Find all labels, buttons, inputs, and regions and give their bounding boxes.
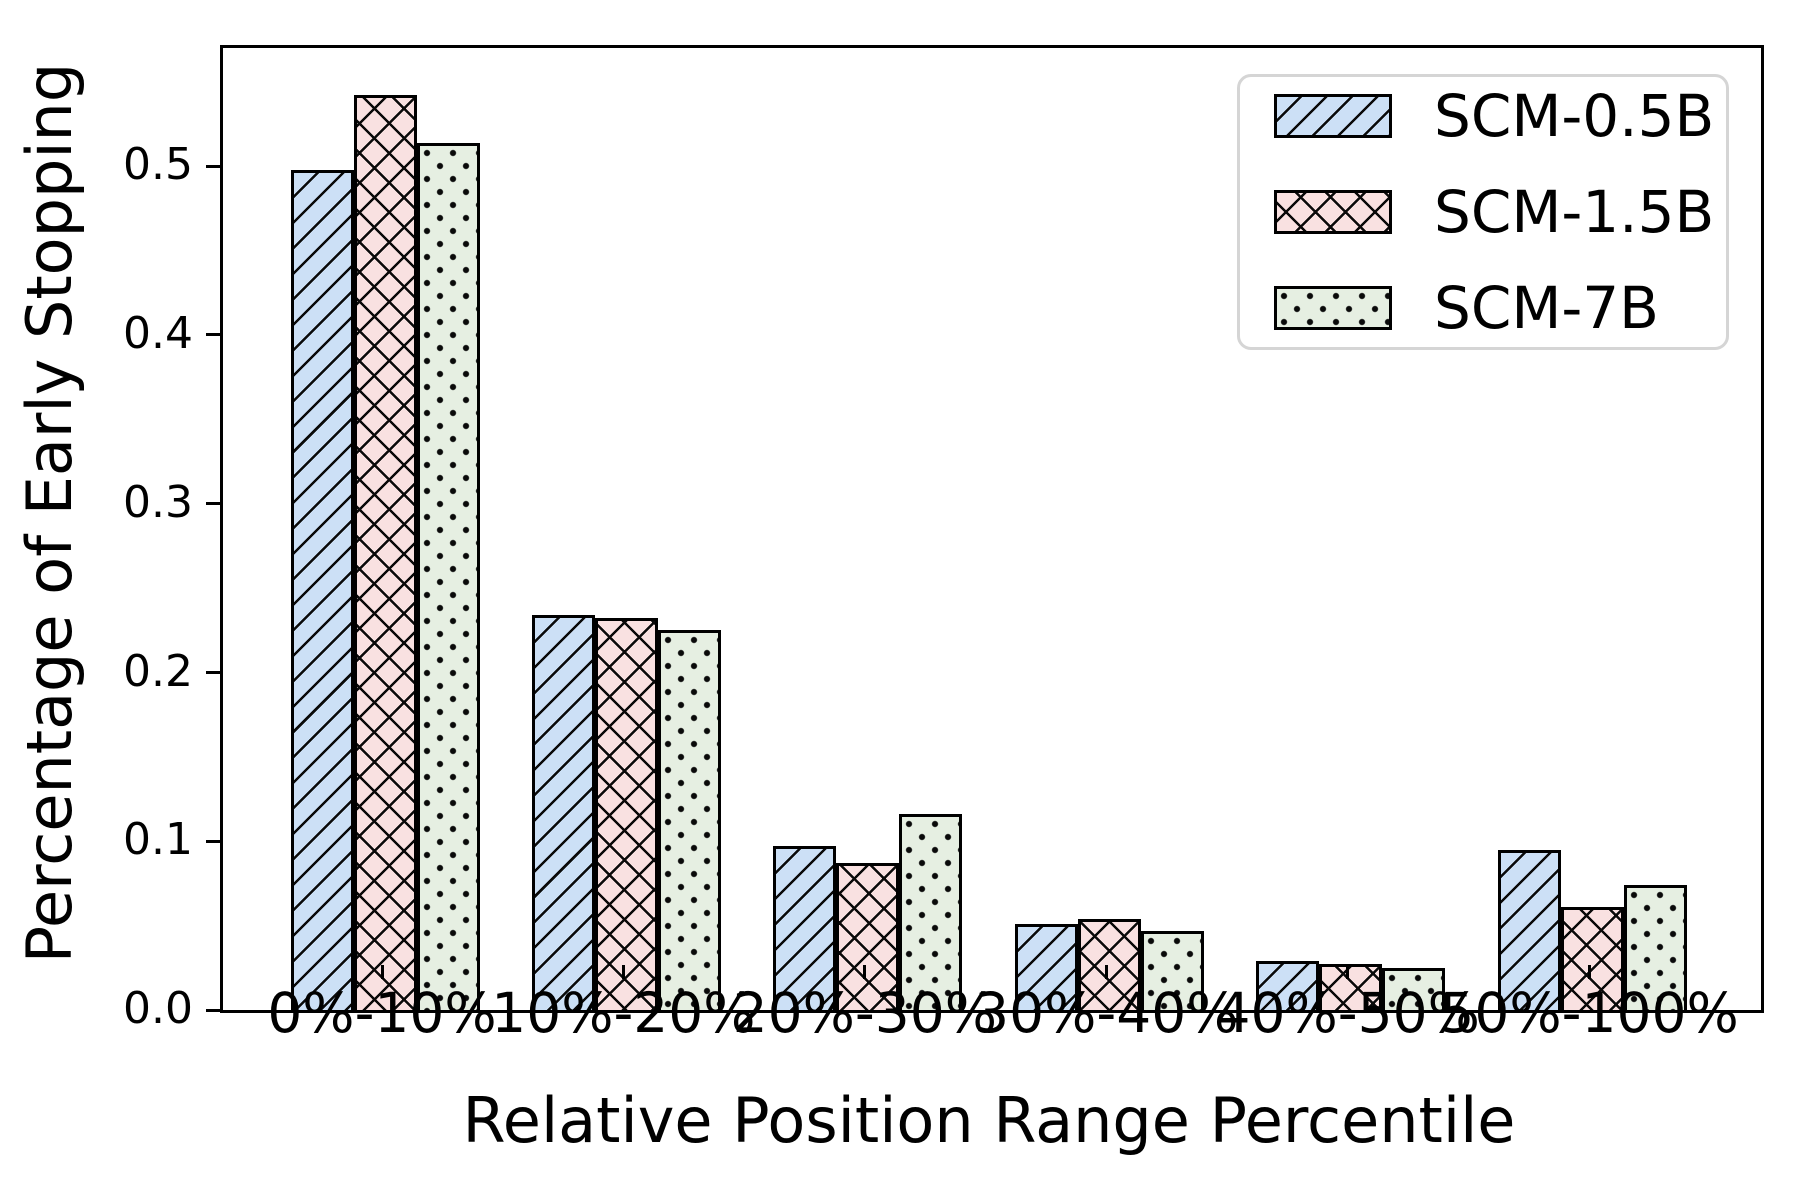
plot-area: SCM-0.5B SCM-1.5B SCM-7B 0.0 0.1 0.2 0.3 0.4…: [123, 45, 1764, 1031]
legend: SCM-0.5B SCM-1.5B SCM-7B: [1237, 74, 1729, 350]
bar-SCM-0.5B-50%-100%: [1497, 849, 1561, 1010]
bar-SCM-0.5B-0%-10%: [290, 169, 354, 1010]
bar-SCM-1.5B-10%-20%: [594, 618, 658, 1010]
bar-SCM-0.5B-10%-20%: [531, 615, 595, 1010]
x-axis-tick-label: 10%-20%: [491, 981, 756, 1045]
x-axis-tick-label: 40%-50%: [1215, 981, 1480, 1045]
legend-swatch-dot-icon: [1274, 286, 1392, 330]
legend-entry-scm-7b: SCM-7B: [1274, 279, 1726, 337]
y-axis-tick-label: 0.1: [123, 814, 193, 866]
x-axis-tick: [863, 965, 867, 979]
bar-SCM-0.5B-20%-30%: [773, 846, 837, 1010]
bar-SCM-7B-30%-40%: [1140, 930, 1204, 1010]
x-axis-tick: [1346, 965, 1350, 979]
bar-SCM-7B-20%-30%: [899, 814, 963, 1010]
bar-SCM-7B-50%-100%: [1623, 885, 1687, 1010]
legend-label: SCM-7B: [1434, 274, 1659, 342]
x-axis-tick: [1587, 965, 1591, 979]
y-axis-tick: [206, 164, 220, 168]
y-axis-tick: [206, 502, 220, 506]
y-axis-tick: [206, 333, 220, 337]
y-axis-tick-label: 0.0: [123, 983, 193, 1034]
y-axis-tick-label: 0.3: [123, 476, 193, 528]
bar-SCM-1.5B-20%-30%: [836, 863, 900, 1010]
y-axis-tick: [206, 671, 220, 674]
y-axis-tick-label: 0.4: [123, 307, 193, 359]
legend-entry-scm-1.5b: SCM-1.5B: [1274, 183, 1726, 241]
x-axis-tick-label: 50%-100%: [1439, 981, 1739, 1045]
legend-label: SCM-1.5B: [1434, 178, 1715, 246]
legend-swatch-diagonal-icon: [1274, 94, 1392, 138]
y-axis-tick-label: 0.2: [123, 645, 193, 697]
y-axis-tick: [206, 1008, 220, 1012]
legend-entry-scm-0.5b: SCM-0.5B: [1274, 87, 1726, 145]
y-axis-tick-label: 0.5: [123, 139, 193, 191]
x-axis-tick: [1104, 965, 1108, 979]
x-axis-title: Relative Position Range Percentile: [462, 1084, 1516, 1157]
legend-label: SCM-0.5B: [1434, 82, 1715, 150]
bar-SCM-7B-40%-50%: [1382, 967, 1446, 1010]
x-axis-tick: [621, 965, 625, 979]
y-axis-tick: [206, 839, 220, 843]
bar-SCM-1.5B-30%-40%: [1077, 918, 1141, 1010]
x-axis-tick-label: 0%-10%: [267, 981, 497, 1045]
bar-SCM-0.5B-40%-50%: [1256, 961, 1320, 1010]
bar-SCM-0.5B-30%-40%: [1014, 923, 1078, 1010]
legend-swatch-cross-icon: [1274, 190, 1392, 234]
x-axis-tick-label: 20%-30%: [732, 981, 997, 1045]
bar-SCM-1.5B-0%-10%: [353, 95, 417, 1010]
x-axis-tick-label: 30%-40%: [974, 981, 1239, 1045]
x-axis-tick: [380, 965, 384, 979]
bar-SCM-1.5B-40%-50%: [1319, 964, 1383, 1010]
y-axis-title: Percentage of Early Stopping: [13, 62, 86, 964]
bar-SCM-1.5B-50%-100%: [1560, 907, 1624, 1010]
bar-SCM-7B-10%-20%: [657, 630, 721, 1010]
bar-SCM-7B-0%-10%: [416, 142, 480, 1010]
